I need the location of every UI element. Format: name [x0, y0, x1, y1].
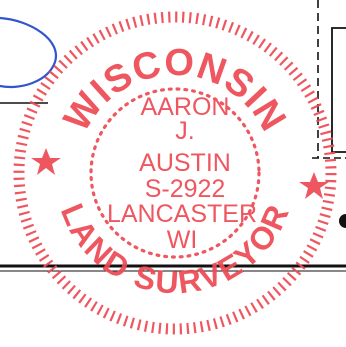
seal-center-block: AARON J. AUSTIN S-2922 LANCASTER WI [107, 93, 257, 254]
seal-line-license-number: S-2922 [145, 175, 226, 203]
seal-star-right [299, 172, 329, 199]
seal-line-middle-initial: J. [175, 117, 194, 145]
blue-pen-loop [0, 16, 58, 88]
seal-line-state: WI [167, 226, 198, 254]
seal-star-left [31, 148, 61, 175]
survey-monument-dot [339, 214, 346, 228]
seal-line-city: LANCASTER [107, 200, 257, 228]
seal-line-first-name: AARON [141, 93, 230, 121]
right-bracket [331, 27, 346, 153]
surveyor-seal: WISCONSIN LAND SURVEYOR AARON J. AUSTIN … [13, 11, 337, 335]
seal-inner-ring [89, 87, 261, 259]
seal-outer-ring [13, 11, 337, 335]
drawing-linework [0, 0, 346, 272]
seal-line-last-name: AUSTIN [139, 149, 231, 177]
